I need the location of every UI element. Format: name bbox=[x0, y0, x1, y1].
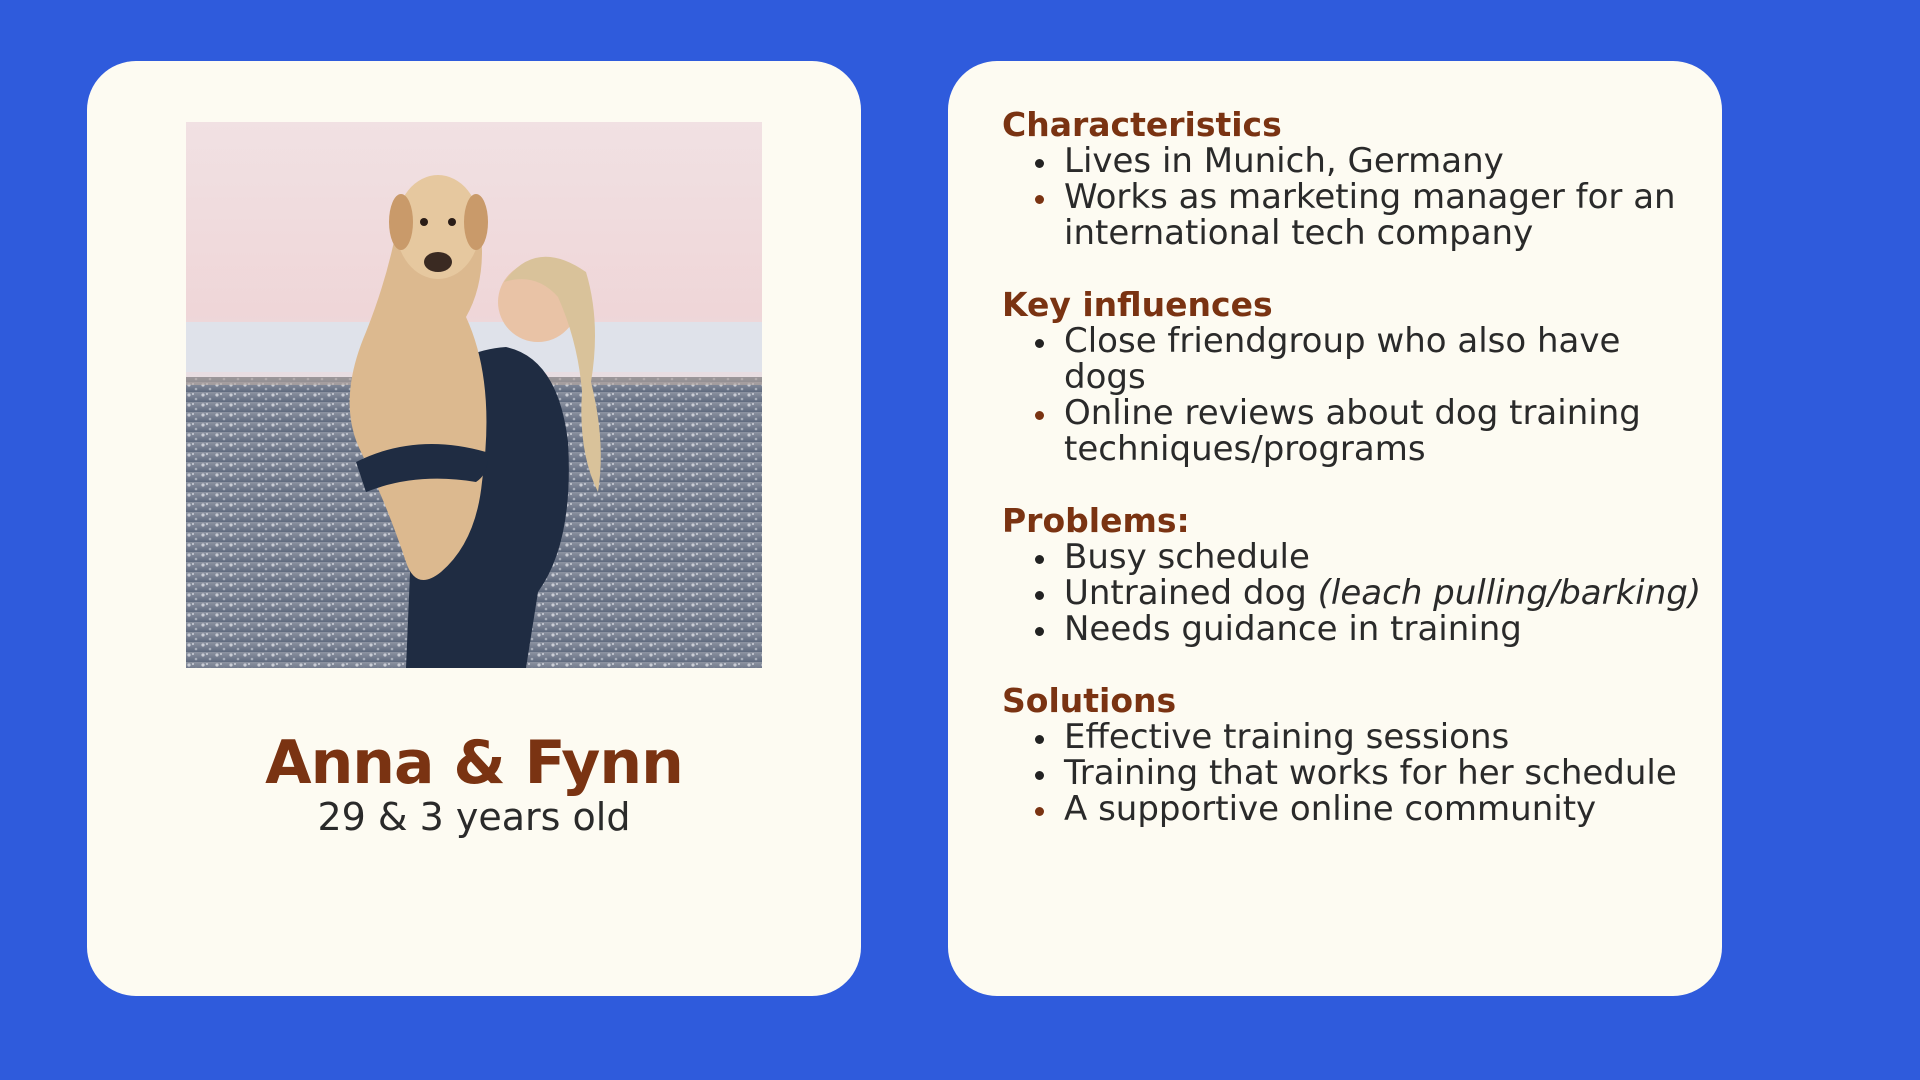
list-item: Close friendgroup who also have dogs bbox=[1002, 323, 1702, 395]
bullet-list: Busy schedule Untrained dog (leach pulli… bbox=[1002, 539, 1702, 647]
list-item: Busy schedule bbox=[1002, 539, 1702, 575]
section-heading: Problems: bbox=[1002, 501, 1190, 540]
persona-details-card: Characteristics Lives in Munich, Germany… bbox=[948, 61, 1722, 996]
list-item: A supportive online community bbox=[1002, 791, 1702, 827]
bullet-list: Effective training sessions Training tha… bbox=[1002, 719, 1702, 827]
profile-card: Anna & Fynn 29 & 3 years old bbox=[87, 61, 861, 996]
bullet-list: Close friendgroup who also have dogs Onl… bbox=[1002, 323, 1702, 467]
list-item-text: Untrained dog bbox=[1064, 573, 1318, 613]
list-item: Lives in Munich, Germany bbox=[1002, 143, 1702, 179]
list-item: Training that works for her schedule bbox=[1002, 755, 1702, 791]
list-item: Effective training sessions bbox=[1002, 719, 1702, 755]
list-item: Untrained dog (leach pulling/barking) bbox=[1002, 575, 1702, 611]
list-item: Needs guidance in training bbox=[1002, 611, 1702, 647]
section-heading: Key influences bbox=[1002, 285, 1273, 324]
bullet-list: Lives in Munich, Germany Works as market… bbox=[1002, 143, 1702, 251]
list-item-emphasis: (leach pulling/barking) bbox=[1317, 573, 1702, 613]
list-item: Works as marketing manager for an intern… bbox=[1002, 179, 1702, 251]
woman-holding-dog-photo bbox=[186, 122, 762, 668]
persona-details: Characteristics Lives in Munich, Germany… bbox=[1002, 107, 1702, 863]
key-influences-section: Key influences Close friendgroup who als… bbox=[1002, 285, 1702, 468]
problems-section: Problems: Busy schedule Untrained dog (l… bbox=[1002, 501, 1702, 648]
solutions-section: Solutions Effective training sessions Tr… bbox=[1002, 681, 1702, 828]
persona-age: 29 & 3 years old bbox=[317, 795, 631, 839]
list-item: Online reviews about dog training techni… bbox=[1002, 395, 1702, 467]
characteristics-section: Characteristics Lives in Munich, Germany… bbox=[1002, 105, 1702, 252]
section-heading: Solutions bbox=[1002, 681, 1177, 720]
section-heading: Characteristics bbox=[1002, 105, 1282, 144]
persona-name: Anna & Fynn bbox=[265, 728, 684, 798]
